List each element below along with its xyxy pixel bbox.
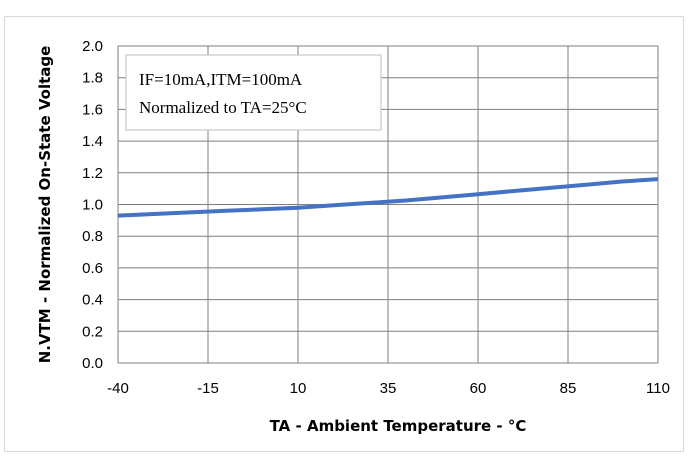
y-tick-label: 1.8 [82, 70, 103, 87]
y-tick-label: 0.0 [82, 355, 103, 372]
x-tick-label: 85 [560, 380, 577, 397]
series-line-0 [117, 177, 659, 218]
x-tick-label: 60 [470, 380, 487, 397]
y-tick-label: 0.2 [82, 323, 103, 340]
grid-lines [117, 45, 659, 364]
y-tick-labels: 0.0 0.2 0.4 0.6 0.8 1.0 1.2 1.4 1.6 1.8 2.0 [82, 38, 103, 372]
y-tick-label: 0.6 [82, 260, 103, 277]
x-tick-label: 10 [290, 380, 307, 397]
annotation-box: IF=10mA,ITM=100mA Normalized to TA=25°C [125, 54, 382, 131]
annotation-line-normalization: Normalized to TA=25°C [139, 98, 307, 117]
annotation-line-conditions: IF=10mA,ITM=100mA [139, 70, 303, 89]
series-layer [117, 177, 659, 218]
y-axis-title: N.VTM - Normalized On-State Voltage [36, 46, 54, 364]
x-tick-label: -15 [197, 380, 219, 397]
y-tick-label: 1.0 [82, 197, 103, 214]
x-tick-label: -40 [107, 380, 129, 397]
x-tick-labels: -40 -15 10 35 60 85 110 [107, 380, 670, 397]
annotation-box-border [125, 54, 382, 131]
y-tick-label: 1.4 [82, 133, 103, 150]
y-tick-label: 0.8 [82, 228, 103, 245]
x-tick-label: 110 [646, 380, 670, 397]
y-tick-label: 1.2 [82, 165, 103, 182]
y-tick-label: 2.0 [82, 38, 103, 55]
y-tick-label: 0.4 [82, 292, 103, 309]
y-tick-label: 1.6 [82, 101, 103, 118]
x-axis-title: TA - Ambient Temperature - °C [270, 417, 527, 435]
x-tick-label: 35 [380, 380, 397, 397]
